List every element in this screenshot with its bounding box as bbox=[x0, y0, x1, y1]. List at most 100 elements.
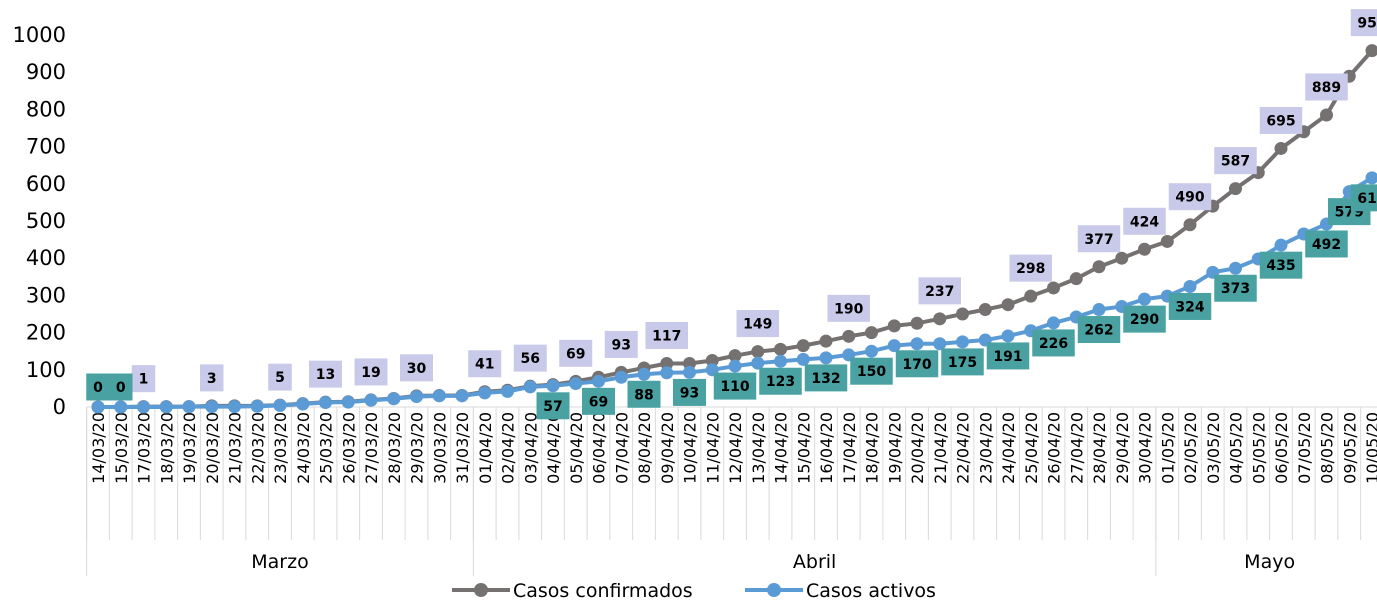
data-label: 3 bbox=[207, 371, 217, 387]
legend-label-confirmed: Casos confirmados bbox=[513, 580, 693, 602]
x-tick-label: 05/04/20 bbox=[567, 412, 586, 484]
legend-marker-active bbox=[767, 583, 781, 597]
data-label: 88 bbox=[634, 387, 653, 403]
x-tick-label: 10/05/20 bbox=[1363, 412, 1377, 484]
data-label-box bbox=[354, 358, 388, 386]
series-point-1 bbox=[865, 344, 878, 358]
x-tick-label: 22/03/20 bbox=[248, 412, 267, 484]
data-label-box bbox=[850, 357, 893, 385]
data-label-box bbox=[400, 354, 433, 382]
x-tick-label: 09/04/20 bbox=[658, 412, 677, 484]
series-point-0 bbox=[1138, 242, 1151, 256]
x-tick-label: 22/04/20 bbox=[954, 412, 973, 484]
series-point-1 bbox=[546, 379, 560, 393]
data-label: 616 bbox=[1357, 191, 1377, 207]
data-label: 123 bbox=[766, 374, 795, 390]
data-label-box bbox=[804, 364, 848, 392]
data-label-box bbox=[895, 350, 939, 378]
x-tick-label: 10/04/20 bbox=[681, 412, 700, 484]
x-tick-label: 06/04/20 bbox=[590, 412, 609, 484]
x-tick-label: 05/05/20 bbox=[1249, 412, 1268, 484]
series-point-1 bbox=[410, 390, 423, 404]
x-tick-label: 19/04/20 bbox=[885, 412, 904, 484]
series-point-0 bbox=[1092, 260, 1106, 274]
data-label: 373 bbox=[1221, 281, 1250, 297]
series-point-1 bbox=[182, 400, 196, 414]
data-label: 69 bbox=[589, 394, 608, 410]
series-point-0 bbox=[1069, 272, 1083, 286]
data-label: 69 bbox=[566, 346, 585, 362]
x-tick-label: 31/03/20 bbox=[453, 412, 472, 484]
data-label: 237 bbox=[925, 284, 954, 300]
y-tick-label: 500 bbox=[26, 209, 66, 233]
series-point-0 bbox=[1229, 182, 1242, 196]
data-label-box bbox=[1168, 292, 1212, 320]
series-point-1 bbox=[250, 399, 264, 413]
x-tick-label: 07/05/20 bbox=[1295, 412, 1314, 484]
data-label-box bbox=[468, 350, 502, 378]
data-label-box bbox=[131, 365, 156, 393]
series-layer bbox=[91, 44, 1377, 414]
legend-label-active: Casos activos bbox=[806, 580, 936, 602]
x-tick-label: 18/03/20 bbox=[157, 412, 176, 484]
data-label: 132 bbox=[811, 371, 840, 387]
data-label-box bbox=[1214, 274, 1257, 302]
data-label-box bbox=[1032, 329, 1075, 357]
series-point-0 bbox=[660, 356, 674, 370]
data-label-box bbox=[1305, 73, 1348, 101]
data-label: 0 bbox=[93, 380, 103, 396]
data-label-box bbox=[713, 372, 757, 400]
series-point-0 bbox=[1274, 141, 1288, 155]
data-label-box bbox=[1168, 183, 1212, 211]
data-label-box bbox=[604, 330, 638, 358]
series-point-1 bbox=[637, 367, 651, 381]
x-tick-label: 26/04/20 bbox=[1045, 412, 1064, 484]
series-point-1 bbox=[228, 400, 241, 414]
x-tick-label: 04/04/20 bbox=[544, 412, 563, 484]
data-label-box bbox=[1350, 9, 1377, 37]
data-label: 1 bbox=[139, 372, 149, 388]
data-label: 958 bbox=[1357, 16, 1377, 32]
data-label: 110 bbox=[720, 379, 749, 395]
data-label-box bbox=[1077, 316, 1121, 344]
x-tick-label: 23/04/20 bbox=[976, 412, 995, 484]
series-point-0 bbox=[683, 356, 696, 370]
data-label-box bbox=[827, 294, 870, 322]
series-point-1 bbox=[1138, 292, 1151, 306]
series-point-1 bbox=[933, 337, 947, 351]
series-point-0 bbox=[1160, 234, 1174, 248]
data-label-box bbox=[86, 373, 110, 401]
data-label-box bbox=[268, 363, 292, 391]
series-point-1 bbox=[364, 393, 378, 407]
x-tick-label: 26/03/20 bbox=[339, 412, 358, 484]
data-label: 262 bbox=[1084, 323, 1113, 339]
data-label: 377 bbox=[1084, 232, 1113, 248]
x-tick-label: 17/03/20 bbox=[135, 412, 154, 484]
y-axis: 0 100 200 300 400 500 600 700 800 900 1000 bbox=[13, 23, 66, 419]
series-point-1 bbox=[296, 397, 310, 411]
data-label-box bbox=[1259, 251, 1303, 279]
series-point-0 bbox=[819, 334, 833, 348]
series-point-0 bbox=[728, 349, 742, 363]
data-label: 30 bbox=[407, 361, 427, 377]
series-point-1 bbox=[728, 359, 742, 373]
data-label: 56 bbox=[521, 351, 540, 367]
series-point-0 bbox=[865, 326, 878, 340]
y-tick-label: 700 bbox=[26, 135, 66, 159]
x-tick-label: 30/04/20 bbox=[1136, 412, 1155, 484]
series-point-0 bbox=[1001, 298, 1015, 312]
series-point-0 bbox=[910, 316, 924, 330]
series-point-1 bbox=[91, 400, 105, 414]
y-tick-label: 300 bbox=[26, 283, 66, 307]
x-tick-label: 30/03/20 bbox=[430, 412, 449, 484]
x-tick-label: 02/05/20 bbox=[1181, 412, 1200, 484]
data-label-box bbox=[1123, 207, 1166, 235]
y-tick-label: 100 bbox=[26, 358, 66, 382]
x-tick-label: 27/04/20 bbox=[1067, 412, 1086, 484]
y-tick-label: 200 bbox=[26, 321, 66, 345]
series-point-1 bbox=[159, 400, 173, 414]
data-label: 41 bbox=[475, 357, 494, 373]
x-tick-label: 21/03/20 bbox=[226, 412, 245, 484]
series-point-1 bbox=[614, 370, 628, 384]
